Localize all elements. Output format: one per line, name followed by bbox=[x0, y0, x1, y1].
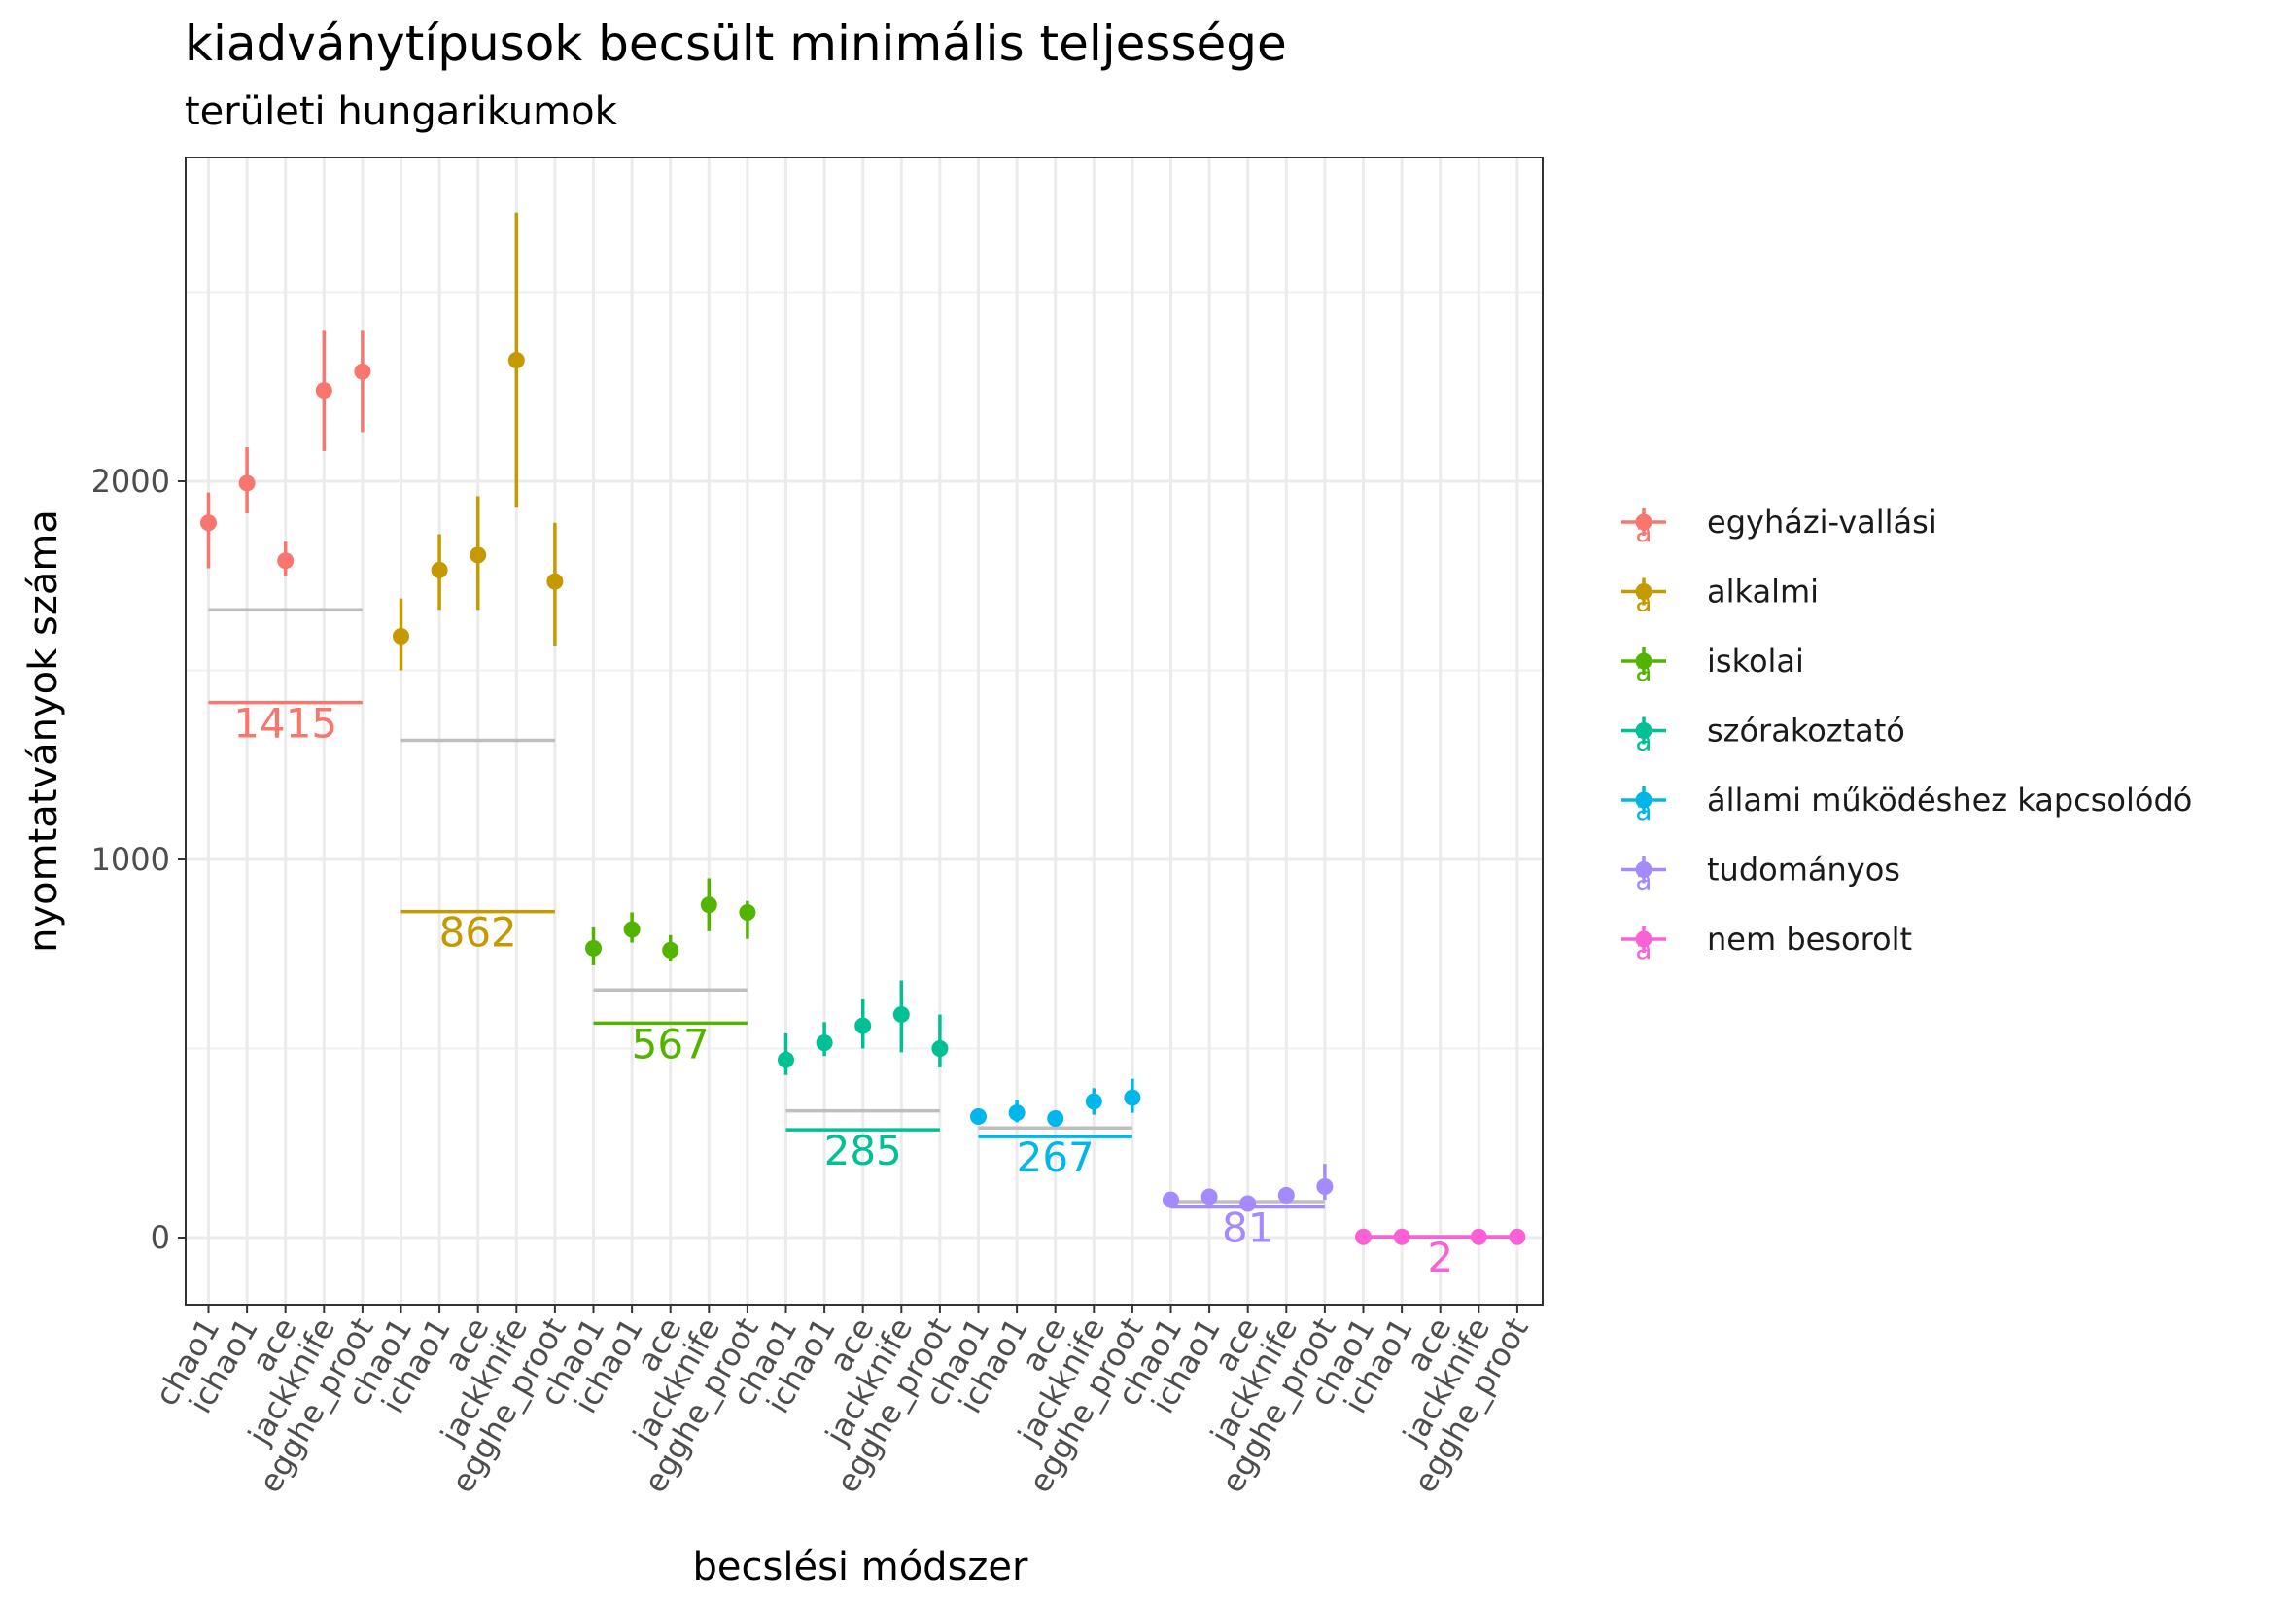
data-point bbox=[854, 1017, 872, 1034]
data-point bbox=[585, 939, 602, 957]
observed-label: 267 bbox=[1017, 1134, 1095, 1181]
legend-item: a alkalmi bbox=[1621, 574, 1819, 618]
data-point bbox=[470, 546, 487, 564]
data-point bbox=[623, 921, 641, 938]
y-tick-label: 0 bbox=[151, 1219, 170, 1256]
data-point bbox=[393, 627, 409, 645]
legend-label: egyházi-vallási bbox=[1707, 504, 1937, 541]
data-point bbox=[892, 1005, 910, 1023]
data-point bbox=[315, 382, 332, 400]
data-point bbox=[1470, 1228, 1487, 1245]
y-tick-label: 1000 bbox=[91, 841, 170, 878]
data-point bbox=[546, 573, 564, 590]
data-point bbox=[1239, 1195, 1257, 1212]
data-point bbox=[1393, 1228, 1410, 1245]
legend-key-glyph: a bbox=[1635, 794, 1652, 826]
data-point bbox=[816, 1034, 833, 1052]
legend-key-point bbox=[1635, 791, 1652, 809]
data-point bbox=[507, 352, 525, 369]
data-point bbox=[778, 1051, 794, 1068]
observed-label: 81 bbox=[1222, 1204, 1273, 1251]
data-point bbox=[1200, 1188, 1218, 1205]
legend-label: alkalmi bbox=[1707, 574, 1819, 611]
panel-border bbox=[185, 157, 1544, 1306]
legend-key-point bbox=[1635, 583, 1652, 600]
y-axis-title: nyomtatványok száma bbox=[21, 509, 66, 953]
legend-key-point bbox=[1635, 652, 1652, 670]
data-point bbox=[1316, 1177, 1334, 1195]
legend-key-glyph: a bbox=[1635, 586, 1652, 618]
data-point bbox=[1047, 1109, 1064, 1127]
data-point bbox=[739, 903, 756, 921]
data-point bbox=[931, 1040, 949, 1057]
data-point bbox=[277, 552, 295, 570]
data-point bbox=[1008, 1104, 1026, 1122]
observed-label: 2 bbox=[1427, 1234, 1453, 1281]
legend-item: a nem besorolt bbox=[1621, 921, 1912, 965]
data-point bbox=[700, 896, 717, 914]
data-point bbox=[970, 1108, 987, 1126]
data-point bbox=[1355, 1228, 1372, 1245]
legend-key-glyph: a bbox=[1635, 655, 1652, 687]
legend-key-glyph: a bbox=[1635, 864, 1652, 896]
legend-item: a tudományos bbox=[1621, 852, 1900, 896]
legend-item: a állami működéshez kapcsolódó bbox=[1621, 782, 2192, 826]
legend-key-glyph: a bbox=[1635, 725, 1652, 757]
data-point bbox=[200, 514, 217, 532]
data-point bbox=[354, 363, 371, 380]
legend-key-point bbox=[1635, 930, 1652, 948]
legend-key-glyph: a bbox=[1635, 933, 1652, 965]
legend-key-glyph: a bbox=[1635, 516, 1652, 548]
data-point bbox=[1163, 1191, 1179, 1208]
legend-item: a szórakoztató bbox=[1621, 713, 1905, 757]
observed-label: 567 bbox=[632, 1020, 710, 1067]
legend-label: állami működéshez kapcsolódó bbox=[1707, 782, 2192, 819]
data-point bbox=[1085, 1093, 1102, 1110]
legend-label: iskolai bbox=[1707, 643, 1804, 680]
legend-label: nem besorolt bbox=[1707, 921, 1912, 958]
legend-key-point bbox=[1635, 861, 1652, 878]
data-point bbox=[1124, 1089, 1141, 1106]
observed-label: 1415 bbox=[233, 700, 337, 748]
legend-label: szórakoztató bbox=[1707, 713, 1905, 750]
chart-title: kiadványtípusok becsült minimális teljes… bbox=[185, 16, 1287, 72]
data-point bbox=[662, 941, 679, 959]
data-point bbox=[1277, 1186, 1295, 1204]
legend-label: tudományos bbox=[1707, 852, 1900, 889]
legend-key-point bbox=[1635, 722, 1652, 739]
observed-label: 862 bbox=[439, 909, 517, 957]
data-point bbox=[1509, 1228, 1526, 1245]
observed-label: 285 bbox=[824, 1127, 902, 1174]
y-tick-label: 2000 bbox=[91, 463, 170, 500]
legend-key-point bbox=[1635, 513, 1652, 531]
x-axis-title: becslési módszer bbox=[693, 1545, 1028, 1590]
legend-item: a iskolai bbox=[1621, 643, 1804, 687]
data-point bbox=[238, 474, 256, 492]
chart-subtitle: területi hungarikumok bbox=[185, 89, 618, 134]
data-point bbox=[431, 561, 448, 578]
legend-item: a egyházi-vallási bbox=[1621, 504, 1937, 548]
legend: a egyházi-vallási a alkalmi a iskolai a szórako… bbox=[1621, 504, 2192, 965]
